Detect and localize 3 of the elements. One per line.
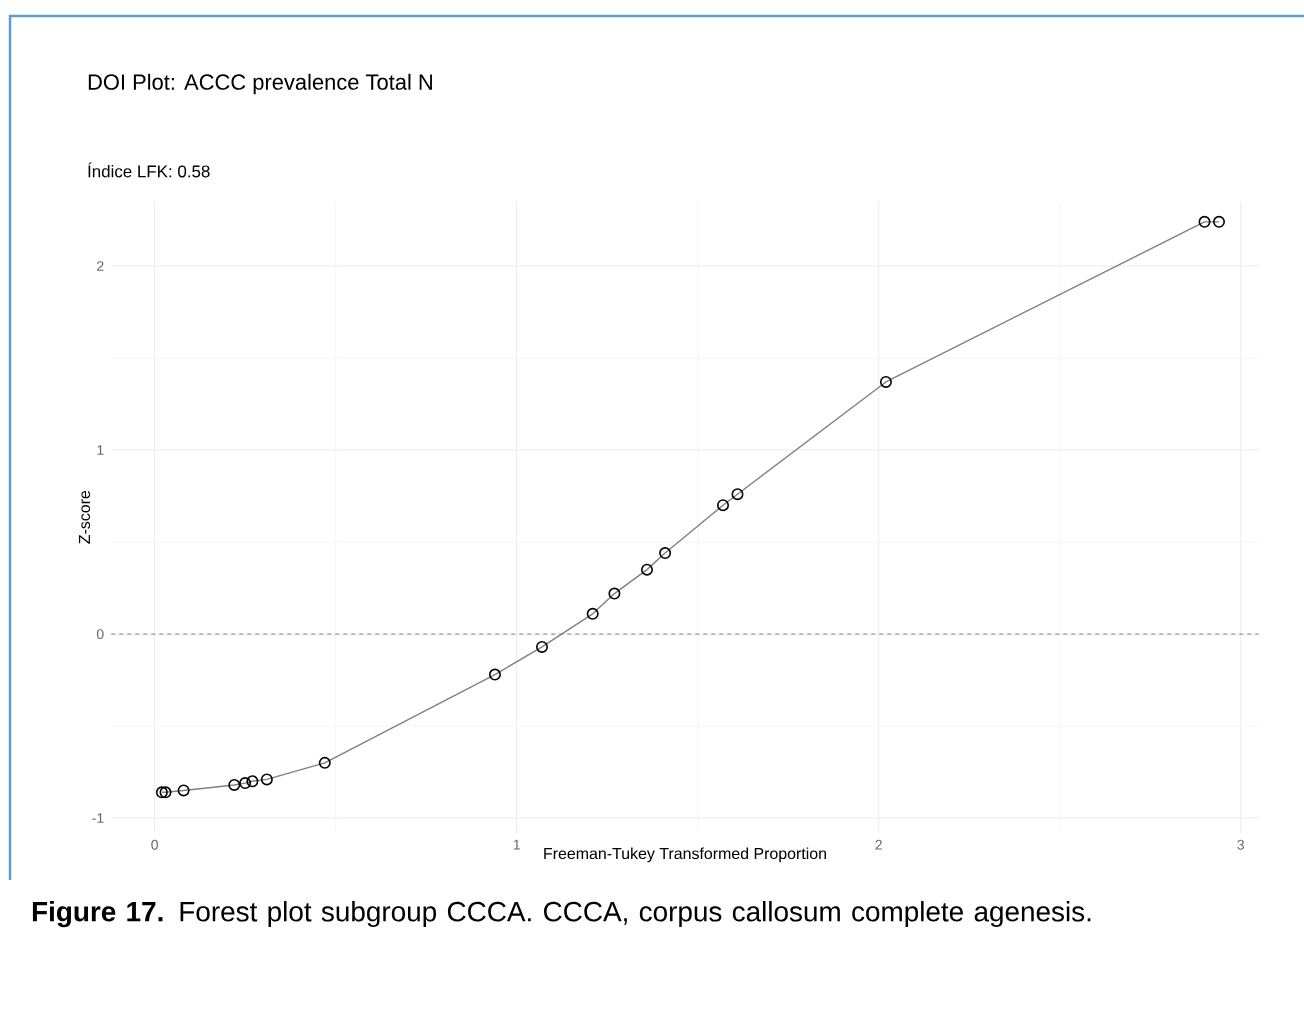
text: Figure 17. Forest plot subgroup CCCA. CCCA, corpus callosum complete agenesis. (32, 901, 1091, 928)
chart-subtitle: Índice LFK: 0.58 (88, 162, 210, 178)
chart-title: DOI Plot: ACCC prevalence Total N (88, 73, 432, 95)
